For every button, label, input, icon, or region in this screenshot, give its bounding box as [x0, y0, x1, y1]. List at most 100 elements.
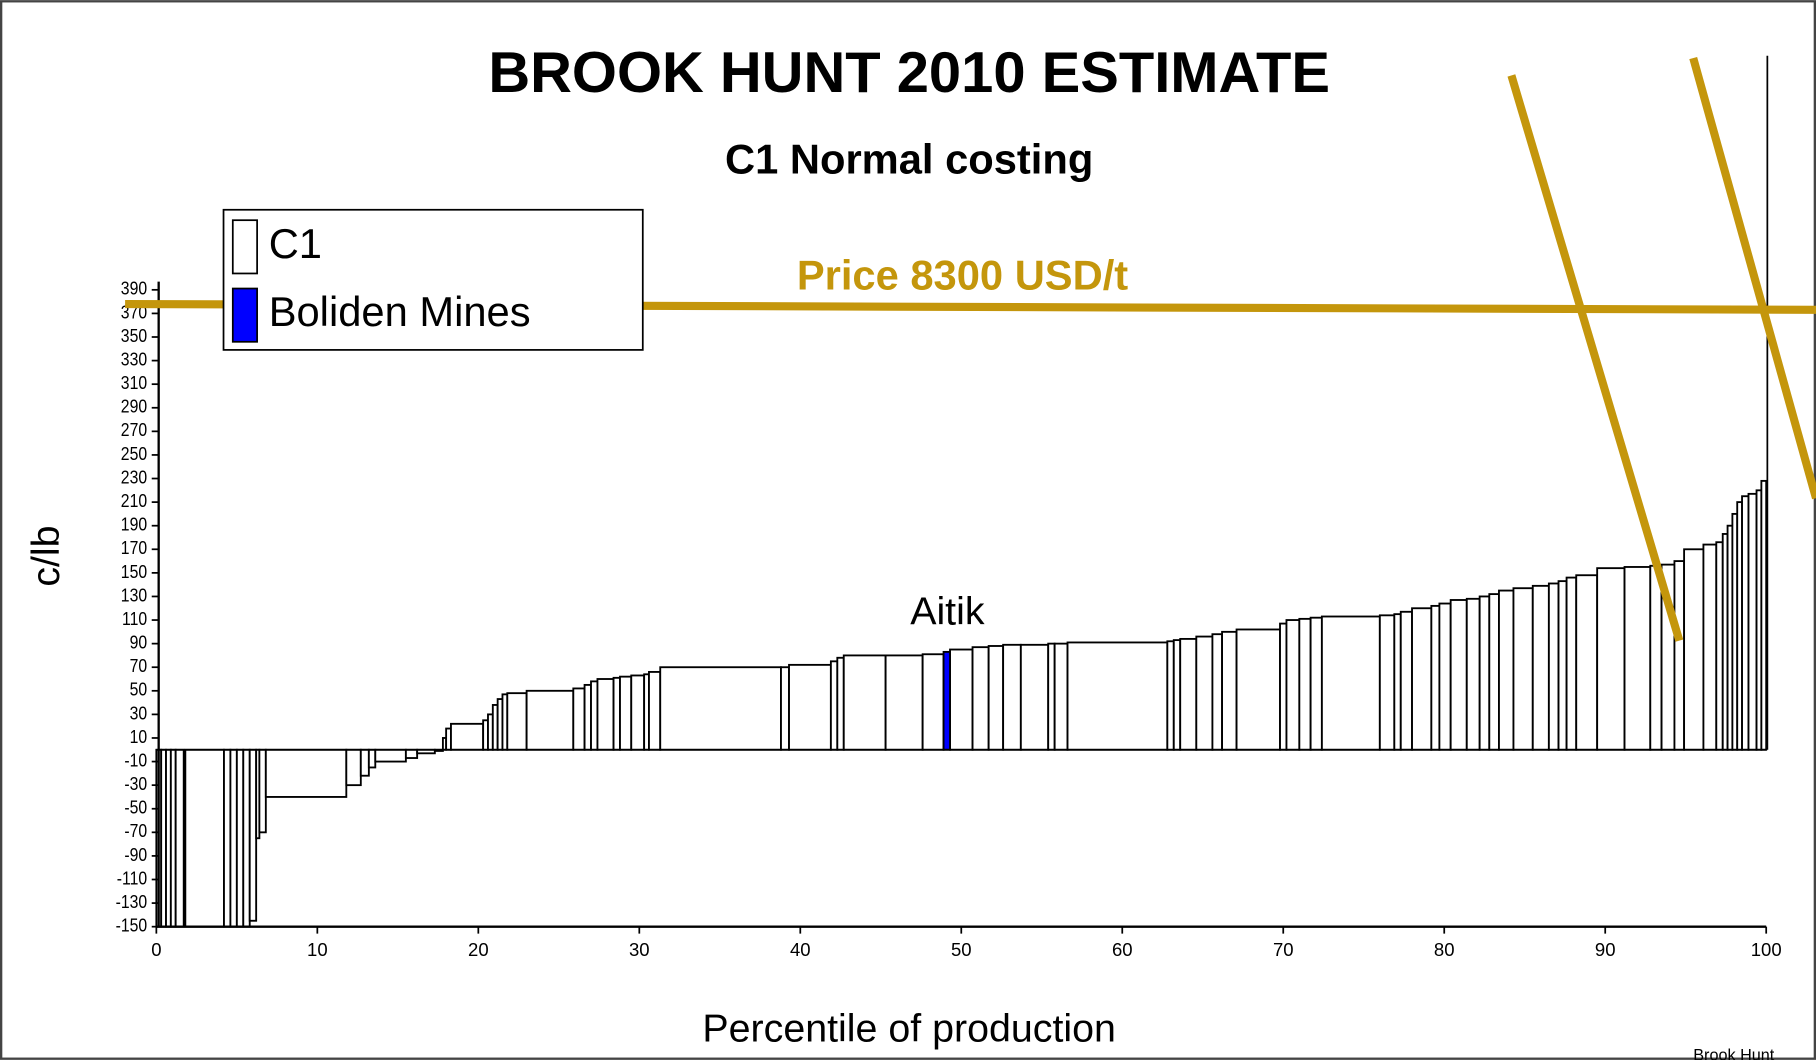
bar: [1547, 582, 1560, 751]
bar: [1715, 541, 1724, 751]
bar: [345, 748, 362, 787]
y-tick-label: -110: [117, 867, 147, 889]
bar: [248, 748, 258, 922]
x-tick-label: 60: [1112, 939, 1133, 960]
bar: [235, 748, 245, 928]
bar: [921, 653, 945, 751]
y-tick-label: 290: [121, 395, 147, 417]
bar: [590, 680, 599, 751]
bar: [450, 722, 485, 751]
bar: [619, 675, 633, 751]
bar: [1279, 622, 1288, 751]
y-tick-label: 30: [130, 702, 148, 724]
y-tick-label: 190: [121, 513, 147, 535]
x-tick-label: 50: [951, 939, 972, 960]
bar: [1557, 580, 1568, 751]
y-tick-label: 350: [121, 325, 147, 347]
bar: [1053, 642, 1069, 751]
y-tick-label: 90: [130, 631, 148, 653]
x-tick-label: 10: [307, 939, 328, 960]
bar: [229, 748, 238, 928]
bar: [1596, 567, 1626, 751]
bar: [1320, 615, 1381, 751]
bar: [949, 648, 974, 751]
x-tick-label: 70: [1273, 939, 1294, 960]
bar: [829, 660, 839, 751]
x-tick-label: 0: [151, 939, 161, 960]
decor-line: [1689, 56, 1816, 500]
y-tick-label: -130: [116, 891, 148, 913]
bar: [1702, 543, 1718, 751]
bar: [1066, 641, 1169, 751]
y-tick-label: -50: [124, 796, 147, 818]
legend-swatch: [231, 219, 258, 275]
bar: [1575, 574, 1599, 751]
bar: [242, 748, 251, 928]
x-axis-title: Percentile of production: [702, 1006, 1116, 1050]
bar: [264, 748, 348, 798]
x-tick-label: 40: [790, 939, 811, 960]
bar: [572, 687, 586, 751]
y-tick-label: 230: [121, 466, 147, 488]
legend-swatch: [231, 287, 258, 343]
y-tick-label: 310: [121, 372, 147, 394]
bar: [596, 678, 615, 751]
bar: [842, 654, 887, 751]
bar: [1565, 576, 1578, 751]
bar: [780, 666, 790, 751]
bar: [788, 663, 832, 751]
bar: [1449, 599, 1468, 751]
bar: [1673, 560, 1686, 751]
bar: [1430, 604, 1441, 751]
bar: [612, 676, 621, 751]
bar: [987, 645, 1005, 751]
plot-area: 3903703503303102902702502302101901701501…: [116, 55, 1816, 960]
chart-subtitle: C1 Normal costing: [725, 135, 1093, 182]
y-tick-label: 390: [121, 277, 147, 299]
y-tick-label: 130: [121, 584, 147, 606]
y-axis-title: c/lb: [24, 525, 68, 586]
bar: [1488, 593, 1500, 751]
bar: [1172, 639, 1182, 751]
bar: [836, 656, 845, 751]
y-tick-label: 210: [121, 490, 147, 512]
y-tick-label: 170: [121, 537, 147, 559]
bar: [1498, 589, 1515, 751]
legend-label: Boliden Mines: [269, 288, 531, 335]
bar: [1531, 584, 1550, 751]
bar: [942, 650, 951, 751]
bar: [404, 748, 419, 759]
bar: [359, 748, 370, 777]
bar: [1211, 633, 1223, 751]
bar: [1465, 597, 1481, 751]
bar: [1393, 613, 1402, 751]
y-tick-label: 110: [122, 608, 147, 630]
bar: [1623, 566, 1652, 751]
bar: [1478, 595, 1491, 751]
bar: [1411, 607, 1433, 751]
y-tick-label: 270: [121, 419, 147, 441]
x-tick-label: 100: [1751, 939, 1782, 960]
decor-line: [1507, 74, 1684, 642]
bar: [1298, 617, 1312, 751]
bar: [630, 674, 646, 751]
bar: [258, 748, 267, 834]
bar: [1179, 637, 1198, 751]
bar: [1399, 610, 1413, 751]
bar: [659, 666, 782, 751]
bar: [525, 689, 575, 751]
bar: [583, 683, 592, 751]
bar: [1235, 628, 1281, 751]
y-tick-label: -10: [124, 749, 147, 771]
bar: [1221, 630, 1238, 751]
x-tick-label: 20: [468, 939, 489, 960]
bar: [1378, 614, 1396, 751]
chart-title: BROOK HUNT 2010 ESTIMATE: [488, 41, 1330, 105]
bar: [1683, 548, 1705, 751]
bar: [1002, 643, 1022, 751]
x-tick-label: 30: [629, 939, 650, 960]
x-tick-label: 80: [1434, 939, 1455, 960]
bar: [1747, 492, 1758, 751]
